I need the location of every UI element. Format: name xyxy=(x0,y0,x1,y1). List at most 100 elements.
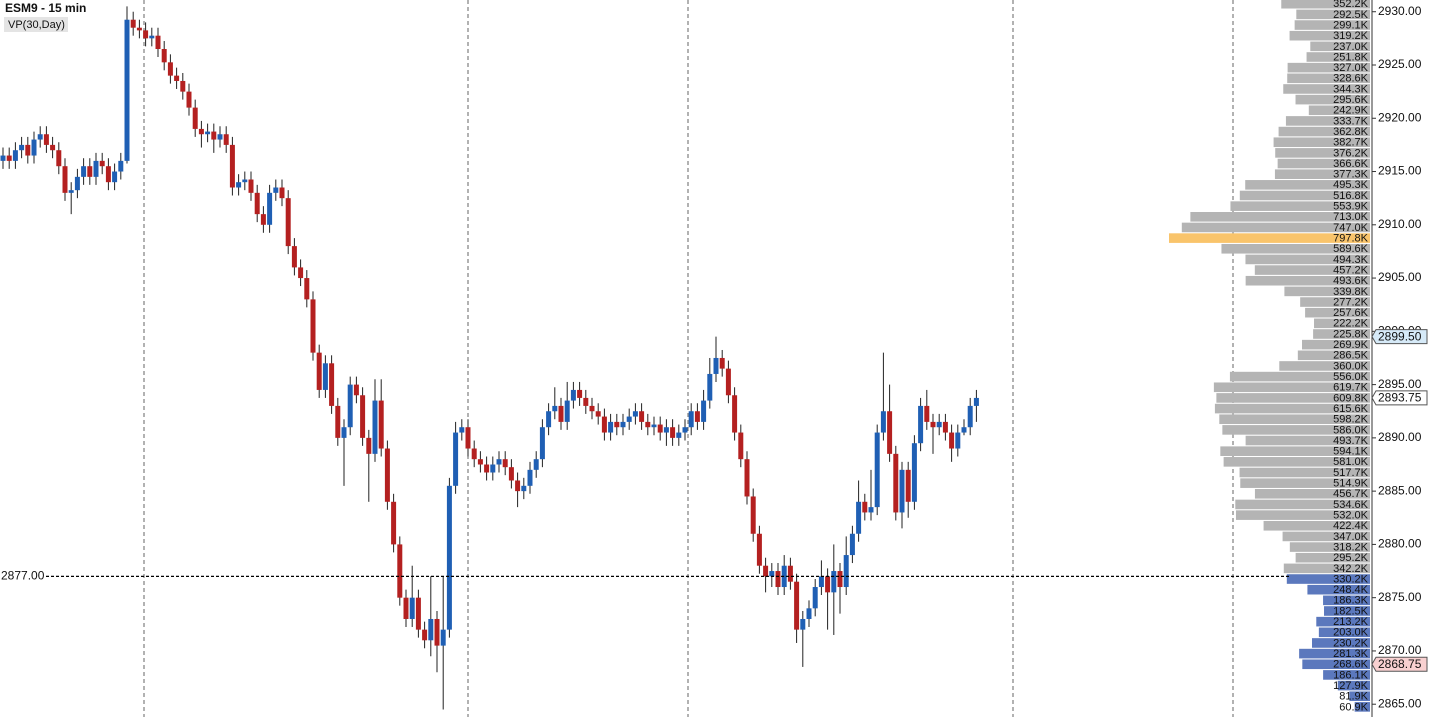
candle-body xyxy=(546,411,552,428)
candle-body xyxy=(676,432,682,438)
profile-bar xyxy=(1286,574,1370,584)
candle-body xyxy=(0,155,6,161)
reference-label: 2877.00 xyxy=(1,569,45,583)
candle-body xyxy=(732,395,738,433)
profile-bar xyxy=(1300,297,1370,307)
profile-label: 328.6K xyxy=(1333,73,1369,85)
candle-body xyxy=(273,187,279,193)
candle-body xyxy=(880,411,886,433)
profile-label: 514.9K xyxy=(1333,478,1369,490)
candle-body xyxy=(682,427,688,433)
candle-body xyxy=(738,432,744,460)
price-marker-box xyxy=(1371,656,1428,672)
candle-body xyxy=(707,373,713,401)
candle-body xyxy=(31,139,37,156)
candle-body xyxy=(527,469,533,486)
profile-label: 237.0K xyxy=(1333,41,1369,53)
profile-label: 747.0K xyxy=(1333,222,1369,234)
candle-body xyxy=(242,179,248,183)
candle-body xyxy=(50,144,56,151)
candle-body xyxy=(285,198,291,247)
candle-body xyxy=(763,565,769,577)
candle-body xyxy=(236,182,242,188)
profile-label: 344.3K xyxy=(1333,83,1369,95)
profile-label: 797.8K xyxy=(1333,233,1369,245)
profile-bar xyxy=(1318,627,1370,638)
volume-profile: 352.2K292.5K299.1K319.2K237.0K251.8K327.… xyxy=(1169,0,1370,713)
profile-bar xyxy=(1263,520,1370,531)
candle-body xyxy=(149,35,155,39)
profile-label: 268.6K xyxy=(1333,659,1369,671)
candle-body xyxy=(186,91,192,108)
profile-bar xyxy=(1282,531,1370,542)
candle-body xyxy=(843,555,849,588)
candle-body xyxy=(403,597,409,619)
price-marker-label: 2893.75 xyxy=(1378,391,1422,405)
candle-body xyxy=(217,134,223,140)
profile-bar xyxy=(1278,126,1370,137)
candle-body xyxy=(930,421,936,428)
overlay: 2930.00 2925.00 2920.00 2915.00 2910.00 2905.… xyxy=(1,4,1428,710)
candle-body xyxy=(608,421,614,433)
profile-label: 615.6K xyxy=(1333,403,1369,415)
candle-body xyxy=(279,187,285,199)
candle-body xyxy=(961,427,967,433)
profile-bar xyxy=(1310,41,1370,52)
profile-bar xyxy=(1169,233,1370,243)
profile-bar xyxy=(1337,680,1370,691)
profile-bar xyxy=(1181,222,1370,233)
profile-bar xyxy=(1229,371,1370,382)
candle-body xyxy=(415,597,421,630)
candle-body xyxy=(502,459,508,468)
candle-body xyxy=(353,384,359,396)
profile-bar xyxy=(1235,499,1370,510)
y-tick-label: 2930.00 xyxy=(1378,4,1422,18)
candle-body xyxy=(837,571,843,588)
candle-body xyxy=(651,424,657,428)
profile-label: 182.5K xyxy=(1333,605,1369,617)
candle-body xyxy=(384,448,390,502)
profile-bar xyxy=(1275,148,1370,158)
profile-bar xyxy=(1216,393,1370,403)
candle-body xyxy=(254,192,260,215)
profile-bar xyxy=(1254,265,1370,275)
profile-bar xyxy=(1245,254,1370,265)
profile-bar xyxy=(1285,116,1370,126)
profile-label: 251.8K xyxy=(1333,51,1369,63)
y-tick-label: 2880.00 xyxy=(1378,537,1422,551)
profile-label: 516.8K xyxy=(1333,190,1369,202)
candle-body xyxy=(74,176,80,191)
candle-body xyxy=(167,62,173,76)
profile-bar xyxy=(1323,670,1370,680)
profile-bar xyxy=(1289,30,1370,41)
candles xyxy=(0,6,979,710)
profile-label: 242.9K xyxy=(1333,105,1369,117)
profile-label: 422.4K xyxy=(1333,520,1369,532)
candle-body xyxy=(446,485,452,630)
y-tick-label: 2875.00 xyxy=(1378,590,1422,604)
candle-body xyxy=(973,397,979,406)
candle-body xyxy=(911,443,917,502)
profile-label: 319.2K xyxy=(1333,30,1369,42)
profile-label: 581.0K xyxy=(1333,456,1369,468)
chart-title: ESM9 - 15 min xyxy=(5,1,86,15)
candle-body xyxy=(632,411,638,417)
candle-body xyxy=(459,427,465,433)
candle-body xyxy=(19,144,25,151)
profile-label: 299.1K xyxy=(1333,19,1369,31)
study-label: VP(30,Day) xyxy=(8,19,65,31)
profile-label: 213.2K xyxy=(1333,616,1369,628)
profile-label: 362.8K xyxy=(1333,126,1369,138)
profile-label: 222.2K xyxy=(1333,318,1369,330)
profile-label: 493.6K xyxy=(1333,275,1369,287)
candle-body xyxy=(589,405,595,412)
candle-body xyxy=(93,160,99,177)
candle-body xyxy=(719,357,725,369)
candle-body xyxy=(310,299,316,353)
candle-body xyxy=(725,368,731,396)
candle-body xyxy=(484,464,490,473)
profile-label: 594.1K xyxy=(1333,446,1369,458)
candle-body xyxy=(99,160,105,167)
candle-body xyxy=(818,576,824,588)
candle-body xyxy=(25,144,31,156)
